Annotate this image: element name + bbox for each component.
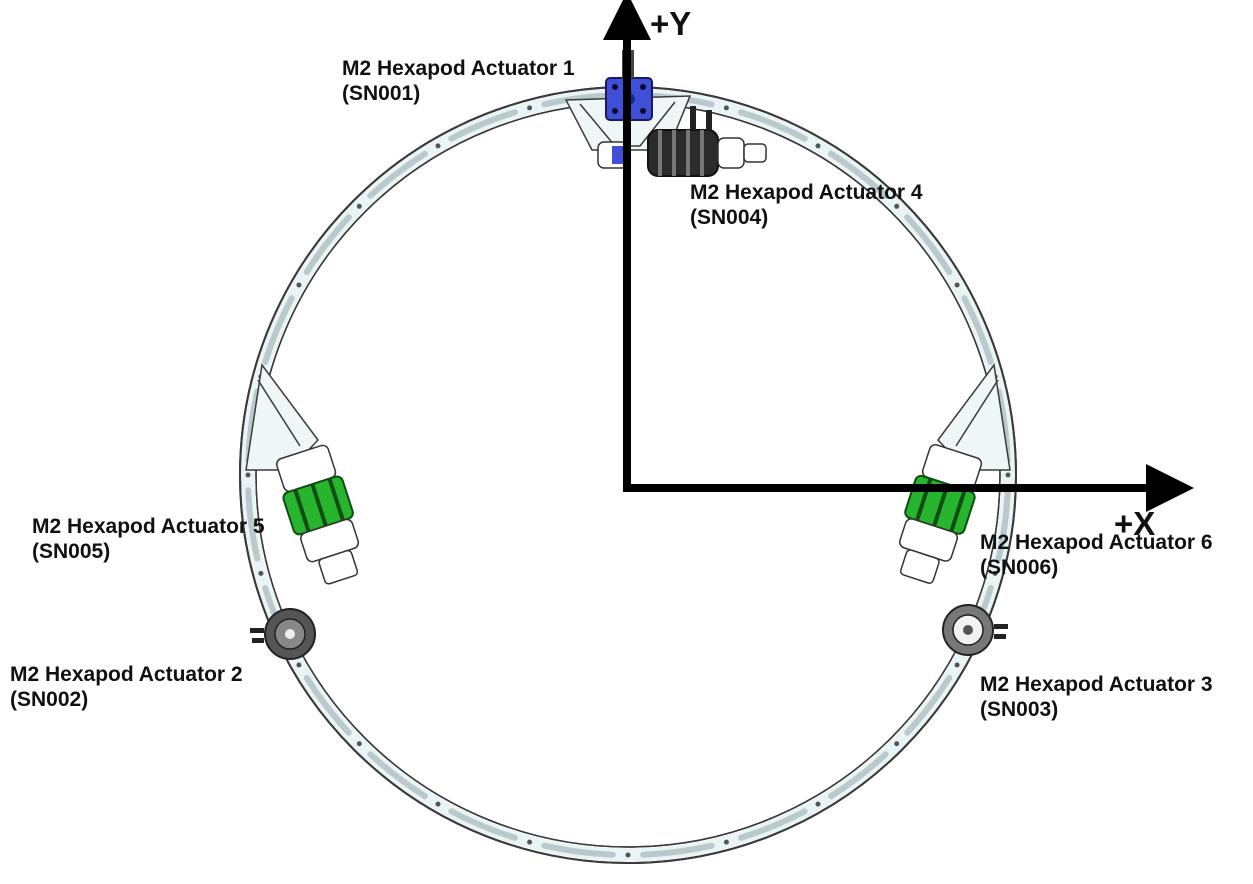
actuator-4-label: M2 Hexapod Actuator 4 (SN004)	[690, 180, 923, 230]
actuator-5-name: M2 Hexapod Actuator 5	[32, 515, 265, 538]
ring-bolt	[435, 801, 441, 807]
ring-slot	[303, 675, 352, 736]
ring-bolt	[954, 662, 960, 668]
ring-slot	[367, 150, 428, 199]
ring-bolt	[815, 801, 821, 807]
ring-slot	[828, 751, 889, 800]
ring-bolt	[625, 852, 631, 858]
ring-bolt	[894, 203, 900, 209]
ring-bolt	[954, 282, 960, 288]
ring-slot	[367, 751, 428, 800]
actuator-1-name: M2 Hexapod Actuator 1	[342, 57, 575, 80]
ring-bolt	[258, 570, 264, 576]
ring-bolt	[723, 105, 729, 111]
ring-bolt	[894, 741, 900, 747]
ring-slot	[904, 675, 953, 736]
ring-slot	[448, 109, 518, 142]
actuator-6-serial: (SN006)	[980, 556, 1059, 579]
ring-slot	[904, 214, 953, 275]
actuator-2-serial: (SN002)	[10, 688, 89, 711]
ring-bolt	[296, 662, 302, 668]
coordinate-axes	[603, 0, 1194, 512]
ring-bolt	[296, 282, 302, 288]
actuator-3-serial: (SN003)	[980, 698, 1059, 721]
ring-bolt	[435, 143, 441, 149]
ring-bolt	[356, 741, 362, 747]
ring-slot	[541, 842, 616, 858]
actuator-2-name: M2 Hexapod Actuator 2	[10, 663, 243, 686]
ring-slot	[738, 808, 808, 841]
ring-bolt	[723, 839, 729, 845]
actuator-3-drawing	[942, 604, 1008, 656]
actuator-3-name: M2 Hexapod Actuator 3	[980, 673, 1213, 696]
ring-slot	[738, 109, 808, 142]
actuator-2-drawing	[250, 608, 316, 660]
actuator-3-label: M2 Hexapod Actuator 3 (SN003)	[980, 672, 1213, 722]
actuator-6-label: M2 Hexapod Actuator 6 (SN006)	[980, 530, 1213, 580]
actuator-1-label: M2 Hexapod Actuator 1 (SN001)	[342, 56, 575, 106]
actuator-5-serial: (SN005)	[32, 540, 111, 563]
ring-slot	[262, 295, 295, 365]
actuator-6-drawing	[899, 443, 983, 584]
ring-bolt	[527, 105, 533, 111]
ring-slot	[245, 487, 261, 562]
ring-slot	[995, 487, 1011, 562]
actuator-5-label: M2 Hexapod Actuator 5 (SN005)	[32, 514, 265, 564]
ring-bolt	[815, 143, 821, 149]
ring-bolt	[992, 570, 998, 576]
actuator-4-serial: (SN004)	[690, 206, 769, 229]
ring-slot	[303, 214, 352, 275]
actuator-2-label: M2 Hexapod Actuator 2 (SN002)	[10, 662, 243, 712]
ring-slot	[448, 808, 518, 841]
x-axis-label: +X	[1114, 505, 1156, 542]
actuator-4-name: M2 Hexapod Actuator 4	[690, 181, 923, 204]
y-axis-label: +Y	[650, 5, 692, 42]
ring-bolt	[245, 472, 251, 478]
actuator-4-drawing	[647, 106, 767, 177]
actuator-6-name: M2 Hexapod Actuator 6	[980, 531, 1213, 554]
ring-slot	[640, 842, 715, 858]
actuator-1-serial: (SN001)	[342, 82, 421, 105]
actuator-5-drawing	[275, 444, 360, 585]
ring-bolt	[356, 203, 362, 209]
ring-bolt	[527, 839, 533, 845]
ring-slot	[828, 150, 889, 199]
ring-bolt	[1005, 472, 1011, 478]
ring-slot	[961, 295, 994, 365]
